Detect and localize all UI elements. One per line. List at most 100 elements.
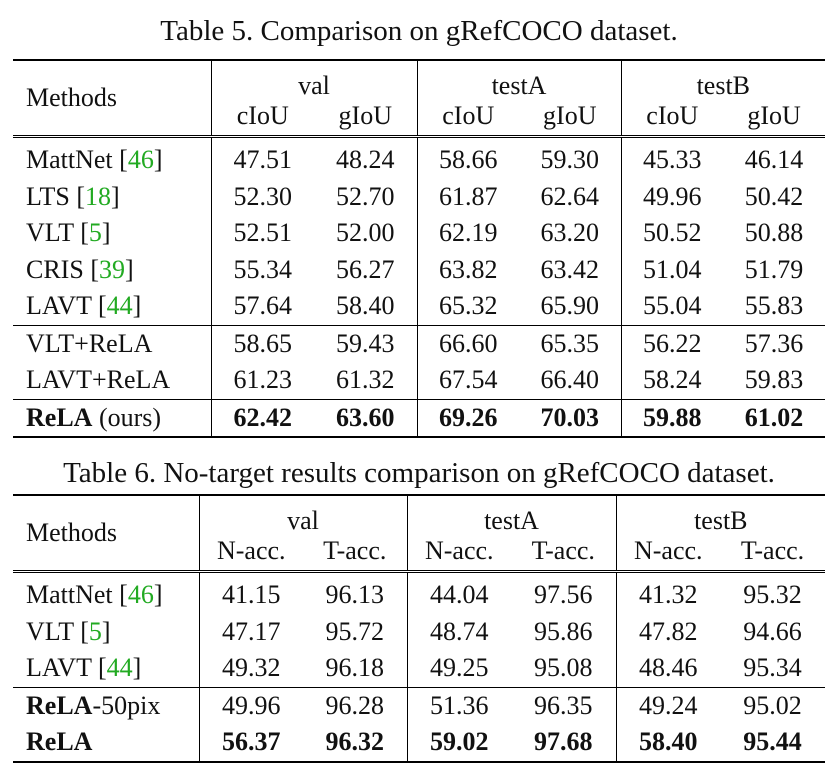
cell: 55.34 xyxy=(210,251,314,288)
cell: 48.74 xyxy=(406,613,512,650)
method-name: VLT [5] xyxy=(26,616,111,646)
cell: 95.44 xyxy=(720,724,826,763)
cell: 52.00 xyxy=(336,218,395,248)
table-row: LAVT [44] 49.32 96.18 49.25 95.08 48.46 … xyxy=(13,650,825,687)
cell: 63.60 xyxy=(314,398,418,438)
table5-metric: cIoU xyxy=(416,101,520,137)
cell: 56.22 xyxy=(620,324,724,362)
cell: 96.35 xyxy=(511,686,617,724)
cell: 51.79 xyxy=(744,254,804,284)
cell: 58.40 xyxy=(615,724,721,763)
table5-header-row-groups: Methods val testA testB xyxy=(13,59,826,137)
cell: 62.42 xyxy=(210,398,314,438)
cell: 59.83 xyxy=(744,365,804,395)
table5: Methods val testA testB cIoU gIoU cIoU g… xyxy=(13,59,826,438)
cell: 49.24 xyxy=(615,686,721,724)
table5-metric: cIoU xyxy=(210,101,314,137)
table6-metric: T-acc. xyxy=(740,536,805,565)
table5-metric: gIoU xyxy=(338,101,392,130)
cell: 51.36 xyxy=(406,686,512,724)
cell: 48.24 xyxy=(314,135,418,179)
cell: 52.70 xyxy=(336,181,395,211)
cell: 62.64 xyxy=(540,181,600,211)
cell: 44.04 xyxy=(406,570,512,614)
method-name: VLT [5] xyxy=(26,218,111,248)
cell: 46.14 xyxy=(723,135,826,179)
cell: 59.30 xyxy=(519,135,622,179)
table5-metric: gIoU xyxy=(747,101,801,130)
table6-metric: T-acc. xyxy=(323,536,387,565)
cell: 55.04 xyxy=(620,288,724,325)
cell: 97.56 xyxy=(511,570,617,614)
table6-methods-header: Methods xyxy=(13,494,199,572)
cell: 50.42 xyxy=(744,181,804,211)
method-name: ReLA-50pix xyxy=(13,686,199,724)
table5-metric: cIoU xyxy=(620,101,724,137)
cell: 61.02 xyxy=(723,398,826,438)
cell: 61.87 xyxy=(416,178,520,215)
cell: 59.02 xyxy=(406,724,512,763)
cell: 59.43 xyxy=(314,324,418,362)
method-name: VLT+ReLA xyxy=(13,324,211,362)
cell: 94.66 xyxy=(743,616,802,646)
cell: 56.27 xyxy=(336,254,395,284)
cell: 52.51 xyxy=(210,215,314,252)
table6-header-row-groups: Methods val testA testB xyxy=(13,494,826,572)
cell: 61.32 xyxy=(336,365,395,395)
table6-group-testA: testA xyxy=(406,494,617,536)
table-row: LAVT+ReLA 61.23 61.32 67.54 66.40 58.24 … xyxy=(13,362,825,399)
cell: 47.51 xyxy=(210,135,314,179)
cell: 66.40 xyxy=(540,365,600,395)
table6-metric: N-acc. xyxy=(615,536,721,572)
cell: 58.40 xyxy=(336,291,395,321)
cell: 51.04 xyxy=(620,251,724,288)
table-row: LTS [18] 52.30 52.70 61.87 62.64 49.96 5… xyxy=(13,178,825,215)
table-row: VLT [5] 52.51 52.00 62.19 63.20 50.52 50… xyxy=(13,215,825,252)
cell: 66.60 xyxy=(416,324,520,362)
cell: 97.68 xyxy=(511,724,617,763)
table6-header-row-metrics: N-acc. T-acc. N-acc. T-acc. N-acc. T-acc… xyxy=(13,536,825,572)
table-row-ours: ReLA 56.37 96.32 59.02 97.68 58.40 95.44 xyxy=(13,724,826,763)
cell: 58.66 xyxy=(416,135,520,179)
table5-caption: Table 5. Comparison on gRefCOCO dataset. xyxy=(160,15,678,47)
cell: 65.32 xyxy=(416,288,520,325)
cell: 95.72 xyxy=(325,616,385,646)
table5-header-row-metrics: cIoU gIoU cIoU gIoU cIoU gIoU xyxy=(13,101,825,137)
table5-metric: gIoU xyxy=(543,101,597,130)
table6-caption: Table 6. No-target results comparison on… xyxy=(63,457,775,489)
table-row: ReLA-50pix 49.96 96.28 51.36 96.35 49.24… xyxy=(13,686,826,724)
cell: 47.82 xyxy=(615,613,721,650)
table6-metric: T-acc. xyxy=(531,536,595,565)
table5-group-testA: testA xyxy=(416,59,622,101)
cell: 55.83 xyxy=(744,291,804,321)
cell: 47.17 xyxy=(198,613,303,650)
method-name: LAVT [44] xyxy=(26,653,142,683)
table-row: VLT+ReLA 58.65 59.43 66.60 65.35 56.22 5… xyxy=(13,324,826,362)
cell: 49.32 xyxy=(198,650,303,687)
cell: 70.03 xyxy=(519,398,622,438)
table-row: LAVT [44] 57.64 58.40 65.32 65.90 55.04 … xyxy=(13,288,825,325)
method-name: CRIS [39] xyxy=(26,254,134,284)
table6: Methods val testA testB N-acc. T-acc. N-… xyxy=(13,494,826,763)
cell: 56.37 xyxy=(198,724,303,763)
method-name: LAVT [44] xyxy=(26,291,142,321)
table6-metric: N-acc. xyxy=(406,536,512,572)
table6-metric: N-acc. xyxy=(198,536,303,572)
cell: 49.96 xyxy=(620,178,724,215)
table-row-ours: ReLA (ours) 62.42 63.60 69.26 70.03 59.8… xyxy=(13,398,826,438)
cell: 59.88 xyxy=(620,398,724,438)
cell: 95.08 xyxy=(534,653,593,683)
cell: 62.19 xyxy=(416,215,520,252)
cell: 65.90 xyxy=(540,291,600,321)
cell: 50.52 xyxy=(620,215,724,252)
table5-methods-header: Methods xyxy=(13,59,211,137)
table-row: CRIS [39] 55.34 56.27 63.82 63.42 51.04 … xyxy=(13,251,825,288)
cell: 96.32 xyxy=(303,724,408,763)
cell: 63.82 xyxy=(416,251,520,288)
cell: 95.86 xyxy=(534,616,593,646)
cell: 49.96 xyxy=(198,686,303,724)
cell: 67.54 xyxy=(416,362,520,399)
method-name: ReLA (ours) xyxy=(13,398,211,438)
cell: 96.18 xyxy=(325,653,385,683)
table-row: MattNet [46] 47.51 48.24 58.66 59.30 45.… xyxy=(13,135,826,179)
